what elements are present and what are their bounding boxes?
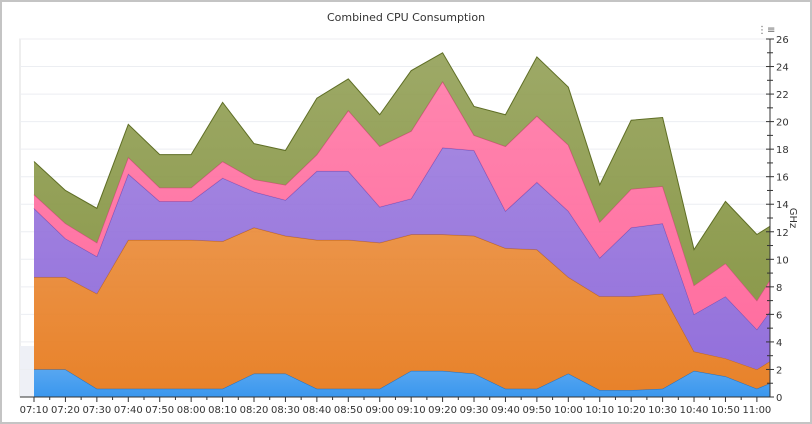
x-tick-label: 08:20 — [240, 405, 269, 416]
y-tick-label: 20 — [776, 118, 789, 129]
x-tick-label: 10:30 — [648, 405, 677, 416]
y-tick-label: 18 — [776, 145, 789, 156]
y-axis-label: GHz — [787, 208, 798, 229]
chart-menu-icon[interactable]: ⋮≡ — [757, 25, 776, 36]
y-tick-label: 2 — [776, 365, 782, 376]
y-tick-label: 6 — [776, 310, 782, 321]
y-tick-label: 26 — [776, 35, 789, 46]
y-tick-label: 10 — [776, 255, 789, 266]
y-tick-label: 8 — [776, 283, 782, 294]
navigator-band — [20, 346, 34, 397]
x-tick-label: 08:50 — [334, 405, 363, 416]
x-tick-label: 07:20 — [51, 405, 80, 416]
x-tick-label: 09:10 — [397, 405, 426, 416]
x-tick-label: 10:00 — [554, 405, 583, 416]
area-series-3 — [34, 147, 770, 370]
x-tick-label: 09:00 — [365, 405, 394, 416]
x-tick-label: 07:30 — [82, 405, 111, 416]
y-tick-label: 22 — [776, 90, 789, 101]
x-tick-label: 08:00 — [177, 405, 206, 416]
area-series-4 — [34, 81, 770, 330]
x-tick-label: 10:50 — [711, 405, 740, 416]
y-tick-label: 4 — [776, 338, 782, 349]
area-line-series-4 — [33, 80, 771, 302]
x-tick-label: 08:40 — [302, 405, 331, 416]
x-tick-label: 11:00 — [742, 405, 771, 416]
x-tick-label: 10:20 — [617, 405, 646, 416]
x-tick-label: 08:10 — [208, 405, 237, 416]
x-tick-label: 09:40 — [491, 405, 520, 416]
x-tick-label: 08:30 — [271, 405, 300, 416]
x-tick-label: 09:20 — [428, 405, 457, 416]
y-tick-label: 14 — [776, 200, 789, 211]
x-tick-label: 09:50 — [522, 405, 551, 416]
x-tick-label: 07:10 — [20, 405, 49, 416]
area-series-2 — [34, 227, 770, 391]
x-tick-label: 07:40 — [114, 405, 143, 416]
area-series-5 — [34, 52, 770, 301]
x-tick-label: 07:50 — [145, 405, 174, 416]
x-tick-label: 09:30 — [460, 405, 489, 416]
area-line-series-5 — [33, 52, 771, 251]
x-tick-label: 10:10 — [585, 405, 614, 416]
y-tick-label: 0 — [776, 393, 782, 404]
y-tick-label: 12 — [776, 228, 789, 239]
area-series-1 — [34, 369, 770, 397]
y-tick-label: 24 — [776, 63, 789, 74]
chart-title: Combined CPU Consumption — [326, 11, 486, 24]
y-tick-label: 16 — [776, 173, 789, 184]
x-tick-label: 10:40 — [680, 405, 709, 416]
